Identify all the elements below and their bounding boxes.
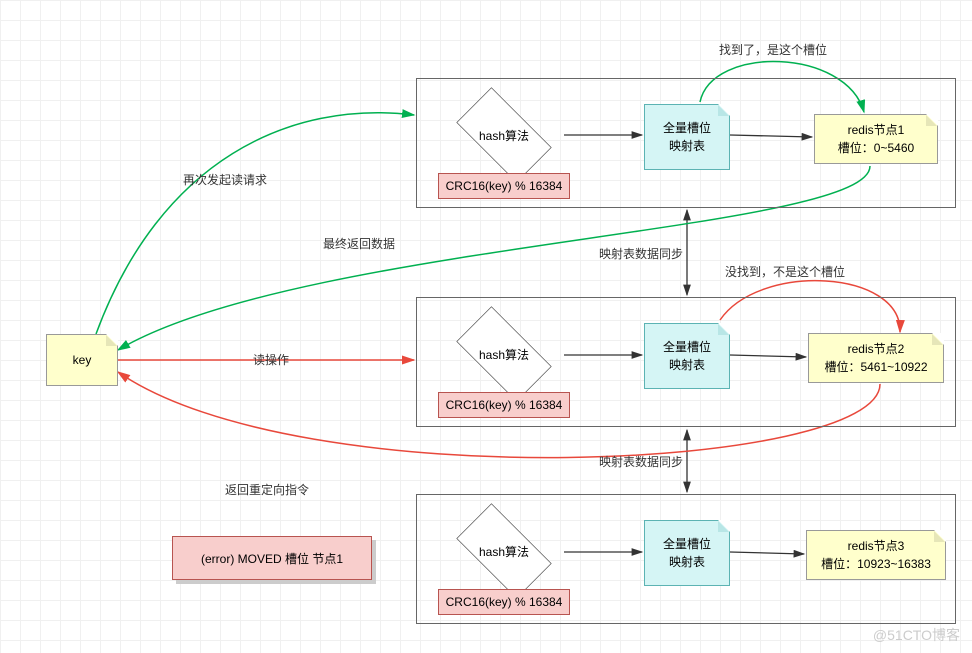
redis-node-1: redis节点1 槽位：0~5460 — [814, 114, 938, 164]
crc-3-label: CRC16(key) % 16384 — [446, 595, 563, 609]
redis-node-2-label: redis节点2 槽位：5461~10922 — [824, 340, 927, 376]
label-retry: 再次发起读请求 — [180, 170, 270, 189]
label-return: 最终返回数据 — [320, 234, 398, 253]
redis-node-3: redis节点3 槽位：10923~16383 — [806, 530, 946, 580]
mapping-3: 全量槽位 映射表 — [644, 520, 730, 586]
crc-1-label: CRC16(key) % 16384 — [446, 179, 563, 193]
crc-1: CRC16(key) % 16384 — [438, 173, 570, 199]
crc-2: CRC16(key) % 16384 — [438, 392, 570, 418]
mapping-2-label: 全量槽位 映射表 — [663, 338, 711, 374]
mapping-2: 全量槽位 映射表 — [644, 323, 730, 389]
label-read: 读操作 — [250, 350, 292, 369]
hash-1: hash算法 — [444, 100, 564, 170]
hash-3: hash算法 — [444, 516, 564, 586]
label-notfound: 没找到，不是这个槽位 — [722, 262, 848, 281]
crc-2-label: CRC16(key) % 16384 — [446, 398, 563, 412]
mapping-1-label: 全量槽位 映射表 — [663, 119, 711, 155]
label-redir: 返回重定向指令 — [222, 480, 312, 499]
moved-error: (error) MOVED 槽位 节点1 — [172, 536, 372, 580]
label-sync1: 映射表数据同步 — [596, 244, 686, 263]
label-found: 找到了，是这个槽位 — [716, 40, 830, 59]
key-label: key — [73, 351, 92, 369]
crc-3: CRC16(key) % 16384 — [438, 589, 570, 615]
hash-2: hash算法 — [444, 319, 564, 389]
edge-retry — [96, 113, 414, 334]
key-node: key — [46, 334, 118, 386]
mapping-1: 全量槽位 映射表 — [644, 104, 730, 170]
redis-node-3-label: redis节点3 槽位：10923~16383 — [821, 537, 931, 573]
mapping-3-label: 全量槽位 映射表 — [663, 535, 711, 571]
label-sync2: 映射表数据同步 — [596, 452, 686, 471]
redis-node-2: redis节点2 槽位：5461~10922 — [808, 333, 944, 383]
hash-3-label: hash算法 — [479, 543, 529, 560]
moved-label: (error) MOVED 槽位 节点1 — [201, 550, 343, 567]
hash-1-label: hash算法 — [479, 127, 529, 144]
watermark: @51CTO博客 — [873, 625, 960, 645]
hash-2-label: hash算法 — [479, 346, 529, 363]
redis-node-1-label: redis节点1 槽位：0~5460 — [838, 121, 914, 157]
